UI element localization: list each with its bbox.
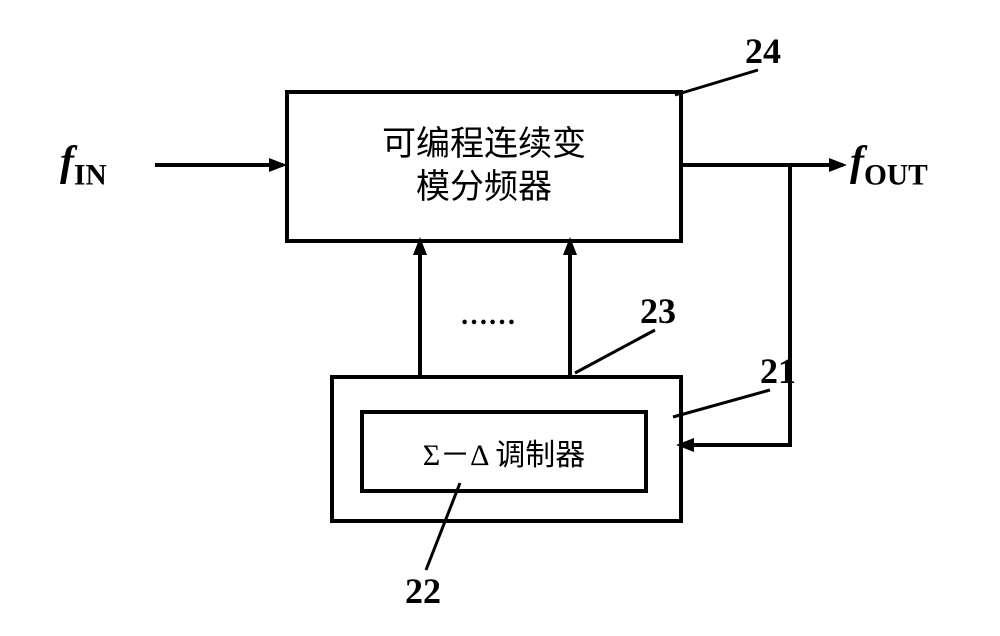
control-bus-ellipsis: ……	[460, 300, 516, 332]
divider-text: 可编程连续变 模分频器	[382, 124, 586, 209]
callout-24-number: 24	[745, 30, 781, 72]
modulator-label: Σ－Δ 调制器	[423, 430, 586, 474]
output-symbol: f	[850, 139, 864, 185]
ellipsis-text: ……	[460, 300, 516, 331]
divider-line2: 模分频器	[382, 167, 586, 210]
arrow-feedback-to-controller	[680, 165, 790, 445]
input-symbol: f	[60, 139, 74, 185]
output-signal-label: fOUT	[850, 138, 928, 192]
divider-line1: 可编程连续变	[382, 124, 586, 167]
callout-23-line	[575, 330, 655, 373]
input-subscript: IN	[74, 159, 107, 191]
callout-21-line	[673, 390, 770, 417]
callout-23-number: 23	[640, 290, 676, 332]
input-signal-label: fIN	[60, 138, 107, 192]
sigma-delta-modulator-block: Σ－Δ 调制器	[360, 410, 648, 493]
programmable-divider-block: 可编程连续变 模分频器	[285, 90, 683, 243]
callout-22-number: 22	[405, 570, 441, 612]
callout-24-line	[675, 70, 758, 95]
output-subscript: OUT	[864, 159, 928, 191]
callout-22-text: 22	[405, 571, 441, 611]
callout-24-text: 24	[745, 31, 781, 71]
callout-21-number: 21	[760, 350, 796, 392]
callout-23-text: 23	[640, 291, 676, 331]
callout-21-text: 21	[760, 351, 796, 391]
